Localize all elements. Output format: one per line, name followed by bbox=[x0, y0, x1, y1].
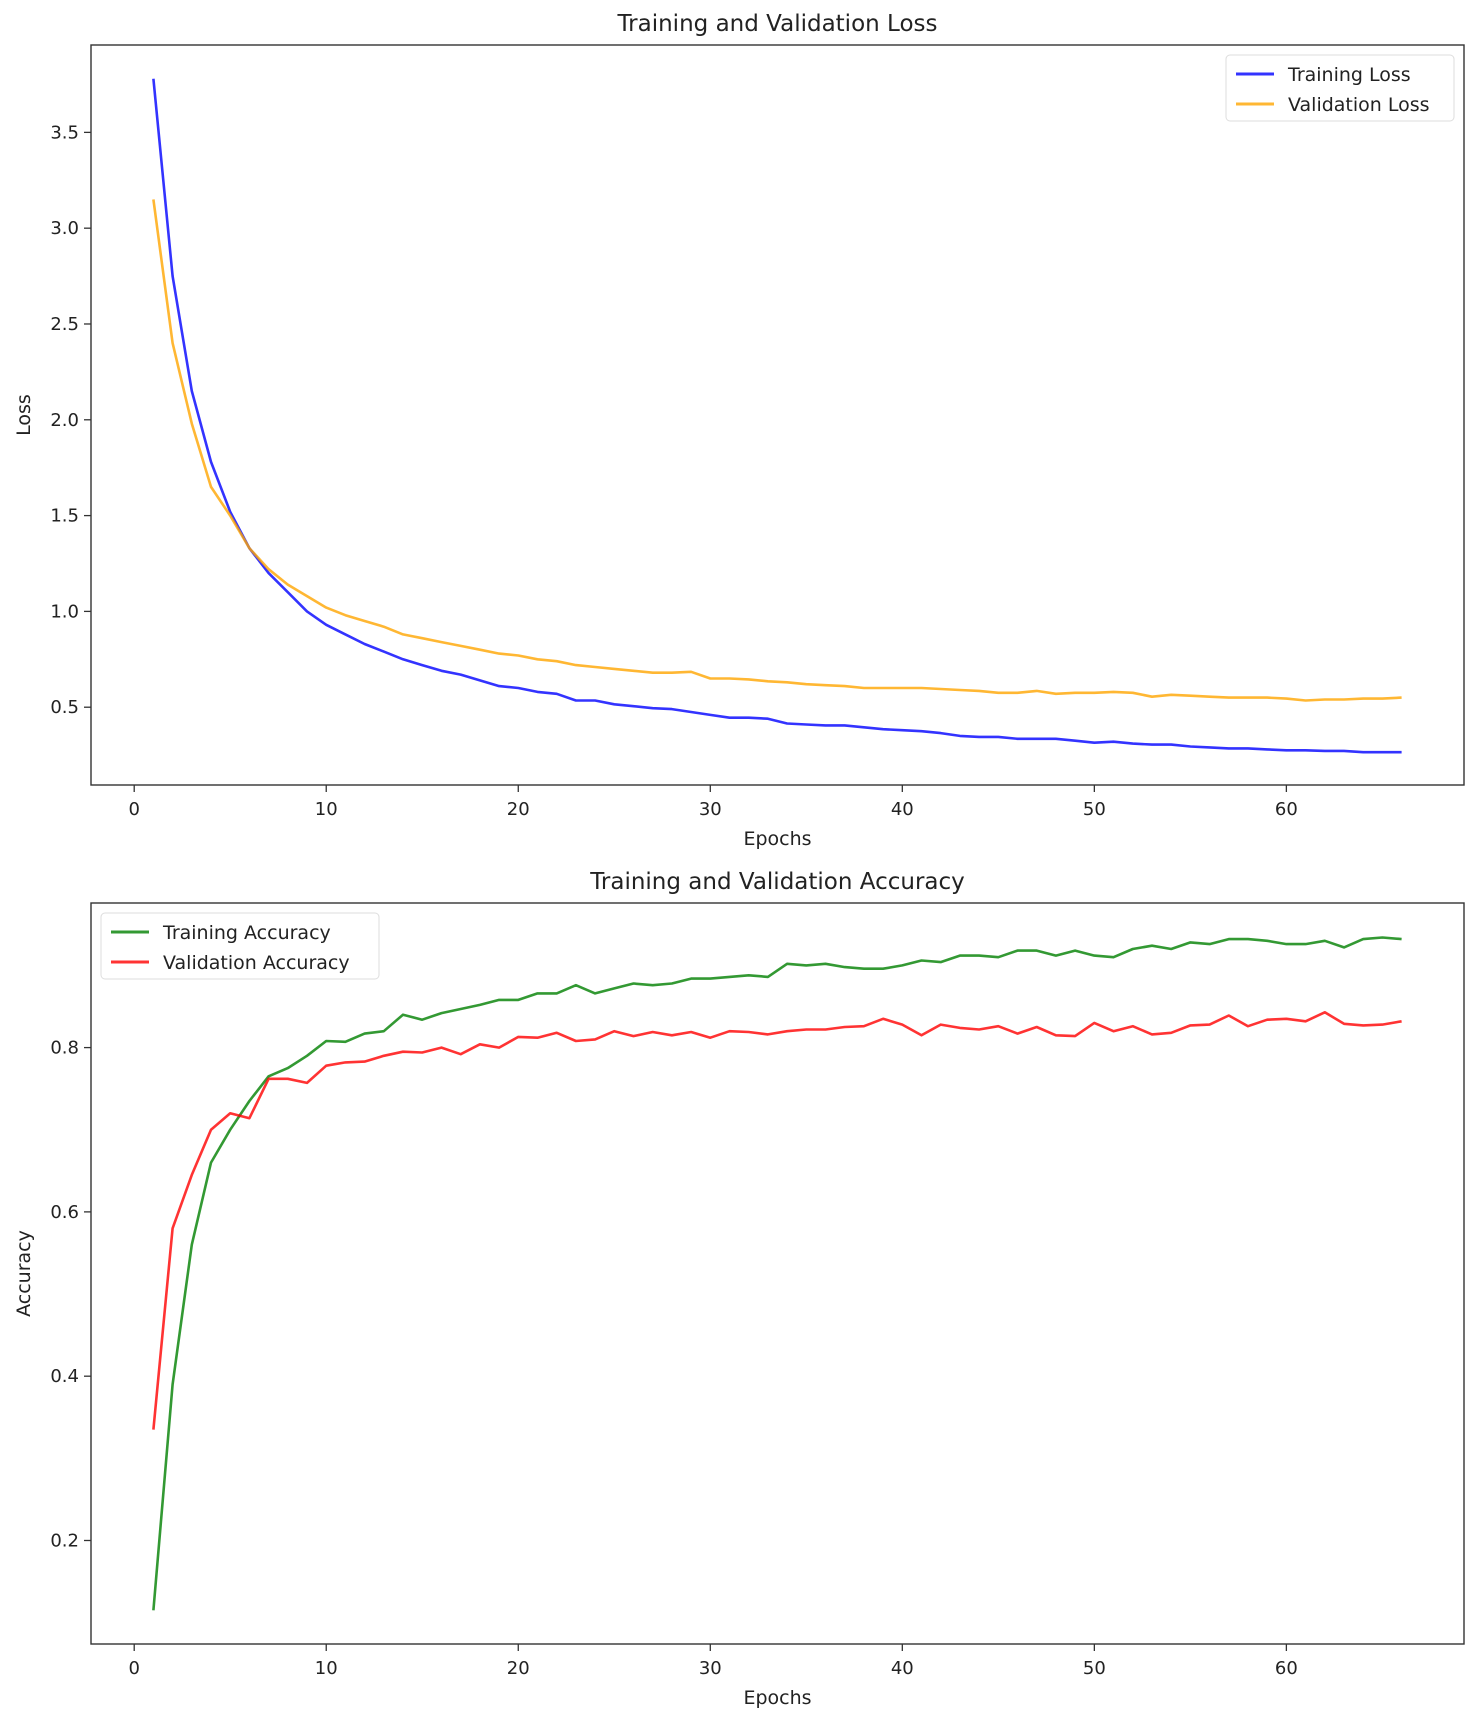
x-tick-label: 50 bbox=[1083, 799, 1106, 820]
y-axis-label: Loss bbox=[13, 394, 35, 436]
y-tick-label: 0.4 bbox=[50, 1366, 79, 1387]
chart-title: Training and Validation Loss bbox=[617, 11, 938, 37]
y-tick-label: 3.5 bbox=[50, 122, 79, 143]
legend: Training Accuracy Validation Accuracy bbox=[100, 912, 380, 980]
x-tick-label: 10 bbox=[315, 1658, 338, 1679]
x-tick-label: 60 bbox=[1275, 1658, 1298, 1679]
x-tick-label: 10 bbox=[315, 799, 338, 820]
x-tick-label: 50 bbox=[1083, 1658, 1106, 1679]
x-tick-label: 30 bbox=[699, 799, 722, 820]
y-tick-label: 0.8 bbox=[50, 1038, 79, 1059]
y-tick-label: 0.2 bbox=[50, 1530, 79, 1551]
x-tick-label: 0 bbox=[128, 1658, 139, 1679]
plot-frame bbox=[90, 902, 1465, 1645]
legend: Training Loss Validation Loss bbox=[1225, 54, 1455, 122]
legend-label: Validation Accuracy bbox=[163, 952, 350, 974]
y-tick-label: 0.5 bbox=[50, 697, 79, 718]
y-tick-label: 1.0 bbox=[50, 601, 79, 622]
x-tick-label: 40 bbox=[891, 1658, 914, 1679]
y-tick-label: 1.5 bbox=[50, 506, 79, 527]
series-line-validation-accuracy bbox=[152, 1010, 1402, 1430]
legend-box bbox=[100, 912, 380, 980]
y-tick-label: 2.0 bbox=[50, 410, 79, 431]
plot-frame bbox=[90, 44, 1465, 786]
chart-accuracy: Training and Validation Accuracy 0 10 20 30 4… bbox=[13, 869, 1465, 1709]
x-tick-label: 30 bbox=[699, 1658, 722, 1679]
x-tick-label: 40 bbox=[891, 799, 914, 820]
y-tick-label: 2.5 bbox=[50, 314, 79, 335]
chart-loss: Training and Validation Loss 0 10 20 30 40 50 6… bbox=[13, 11, 1465, 850]
x-tick-label: 0 bbox=[128, 799, 139, 820]
series-line-validation-loss bbox=[152, 199, 1402, 702]
x-tick-label: 60 bbox=[1275, 799, 1298, 820]
x-tick-label: 20 bbox=[507, 799, 530, 820]
y-axis-label: Accuracy bbox=[13, 1230, 35, 1317]
y-tick-label: 3.0 bbox=[50, 218, 79, 239]
y-tick-label: 0.6 bbox=[50, 1202, 79, 1223]
x-axis-label: Epochs bbox=[743, 1687, 811, 1709]
x-tick-label: 20 bbox=[507, 1658, 530, 1679]
legend-label: Training Accuracy bbox=[162, 922, 331, 944]
series-line-training-loss bbox=[152, 78, 1402, 754]
legend-box bbox=[1225, 54, 1455, 122]
legend-label: Training Loss bbox=[1287, 64, 1411, 86]
chart-title: Training and Validation Accuracy bbox=[589, 869, 965, 895]
legend-label: Validation Loss bbox=[1288, 94, 1430, 116]
x-axis-label: Epochs bbox=[743, 828, 811, 850]
series-line-training-accuracy bbox=[152, 936, 1402, 1611]
